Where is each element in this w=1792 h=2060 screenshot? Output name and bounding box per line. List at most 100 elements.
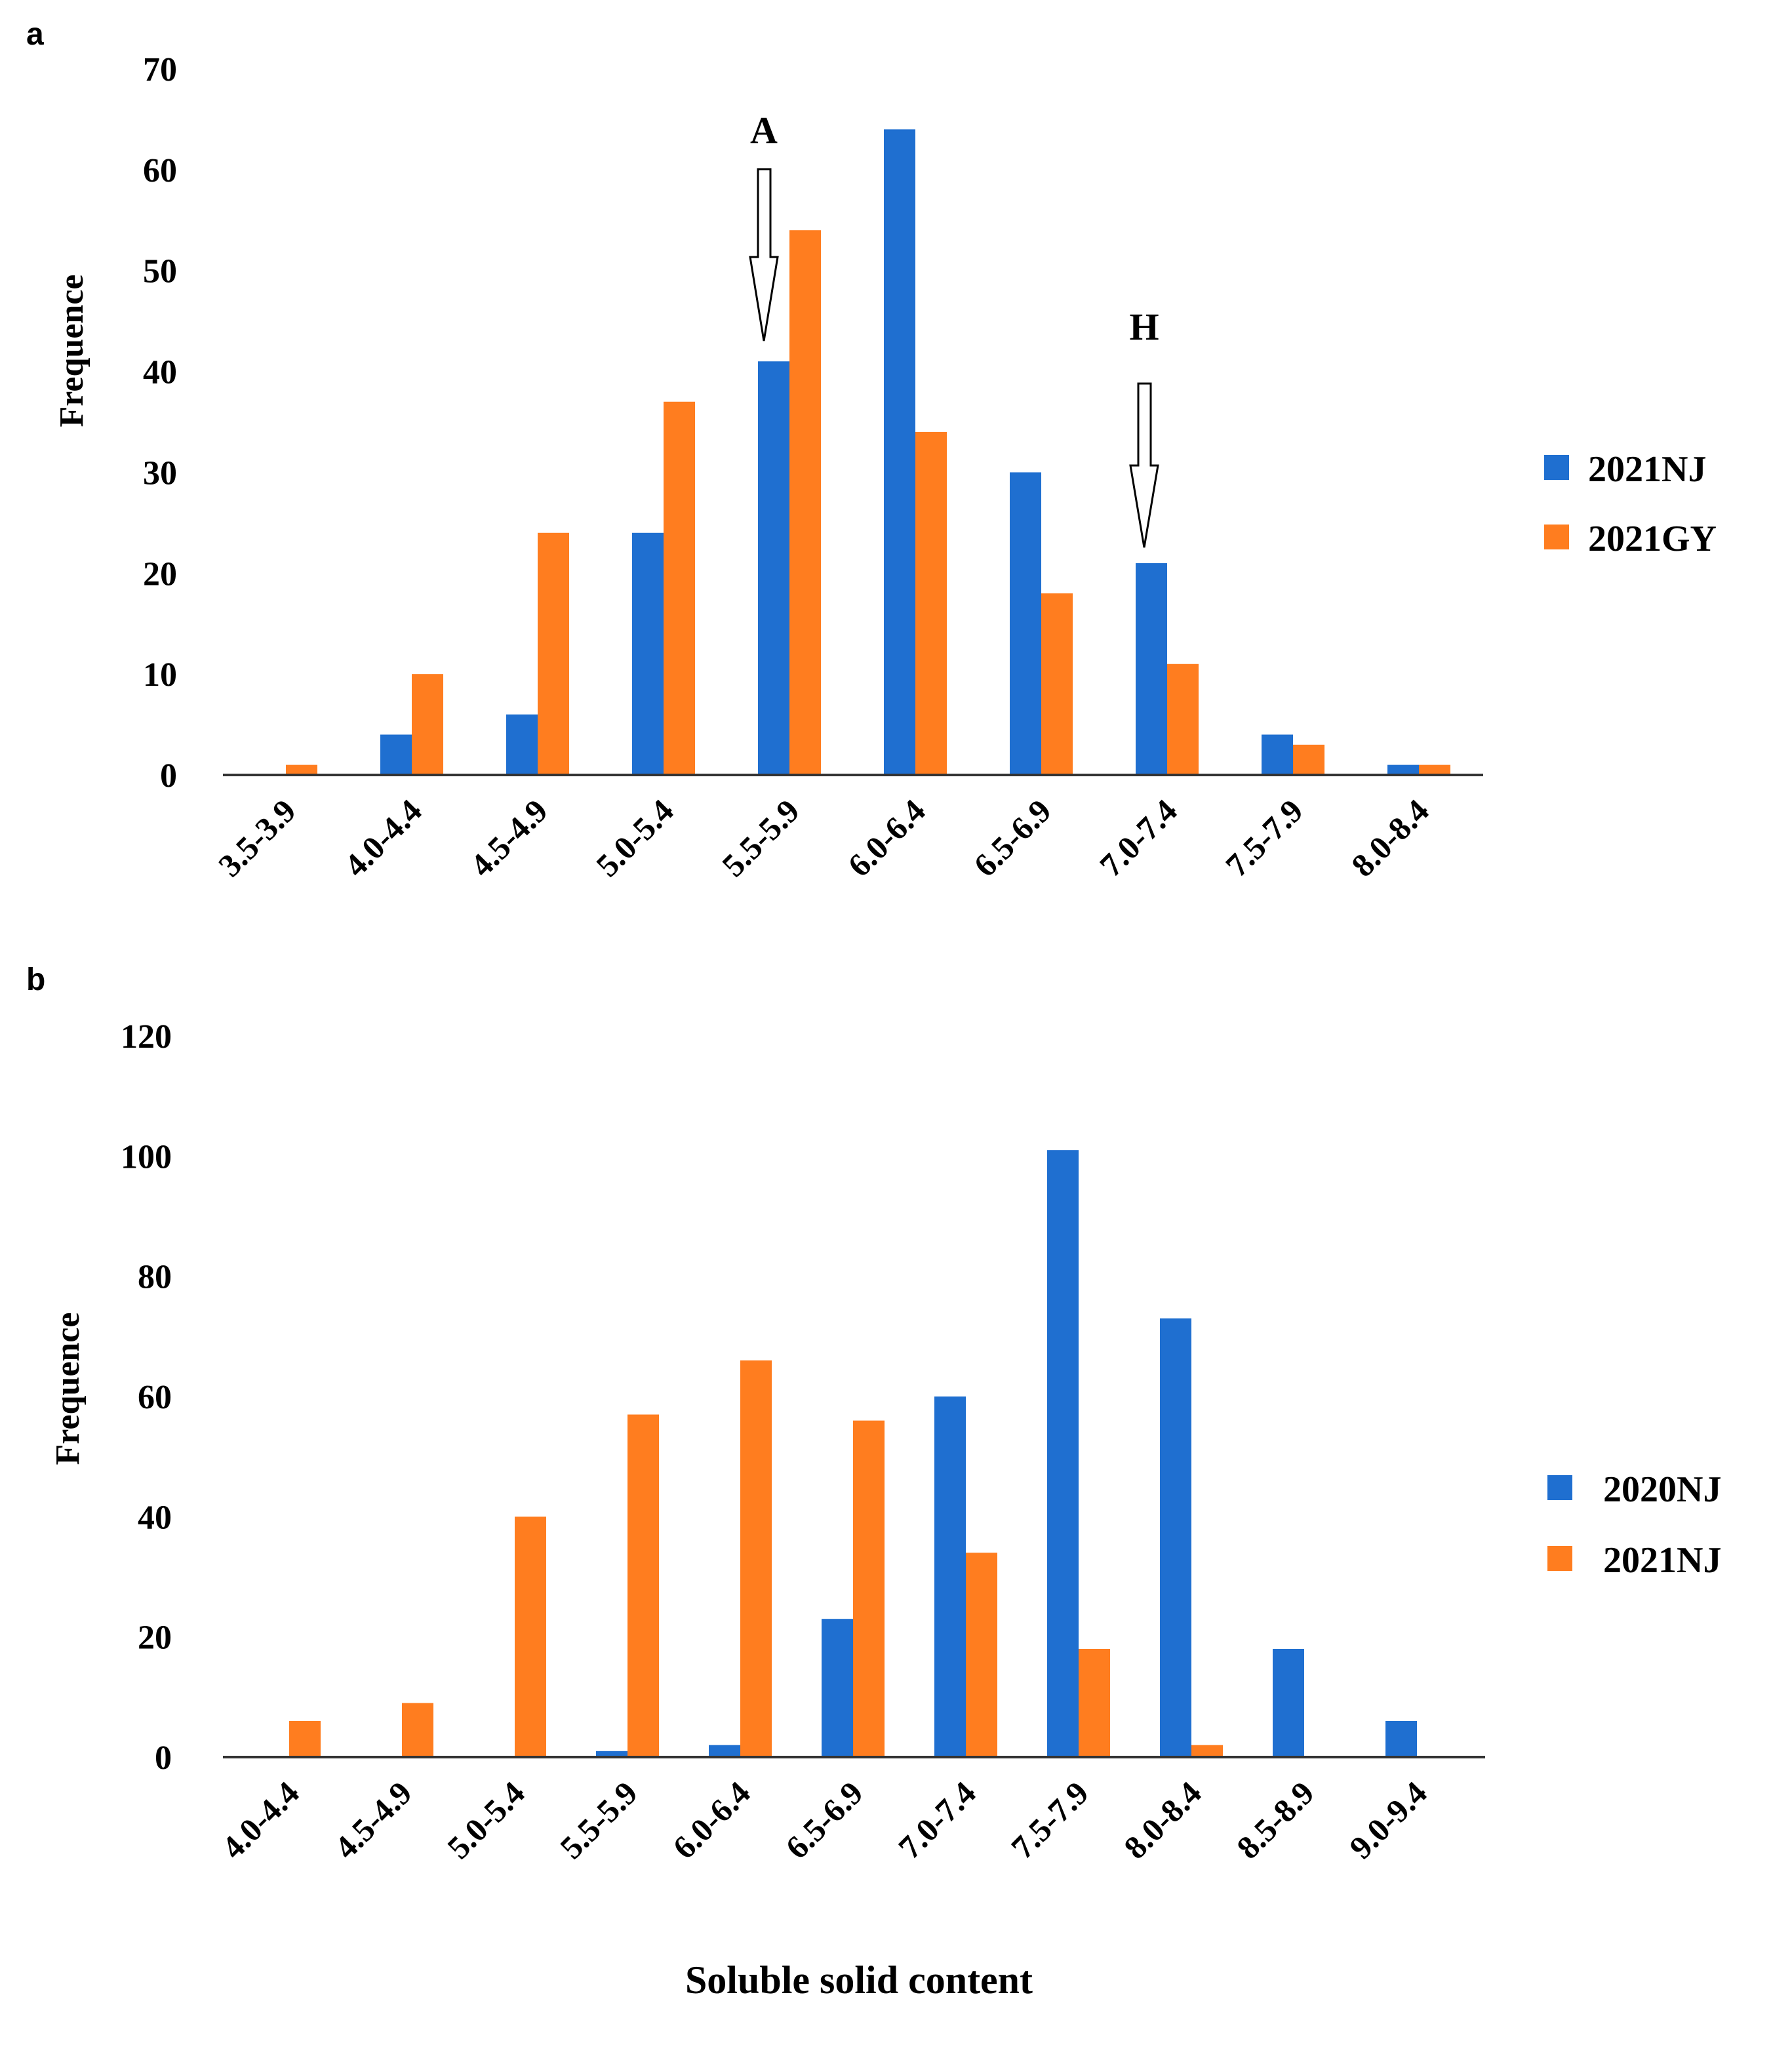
panel-b-xtick-4: 6.0-6.4: [666, 1774, 757, 1866]
panel-a-legend: 2021NJ 2021GY: [1544, 449, 1717, 559]
annotation-h-arrow-icon: [1129, 382, 1159, 548]
bar-b-2020nj-8: [1160, 1318, 1191, 1757]
panel-b-xtick-2: 5.0-5.4: [440, 1774, 532, 1866]
bar-a-2021nj-4: [758, 361, 789, 775]
bar-b-2020nj-6: [934, 1396, 966, 1757]
x-axis-title: Soluble solid content: [685, 1958, 1033, 2002]
panel-a-yticks: 0 10 20 30 40 50 60 70: [143, 51, 177, 795]
annotation-a-label: A: [750, 109, 778, 151]
panel-b-legend: 2020NJ 2021NJ: [1547, 1469, 1721, 1581]
panel-b-chart: b Frequence 0 20 40 60 80 100 120 4.0-4.4 4.5-4…: [26, 962, 1721, 2002]
panel-a-xtick-1: 4.0-4.4: [337, 792, 429, 884]
panel-a-xtick-2: 4.5-4.9: [463, 792, 555, 884]
bar-a-2021gy-5: [915, 431, 947, 775]
bar-b-2021nj-5: [853, 1420, 885, 1757]
bar-a-2021nj-8: [1262, 734, 1293, 775]
annotation-h-label: H: [1129, 306, 1159, 348]
legend-label-2020nj: 2020NJ: [1603, 1469, 1721, 1510]
panel-a-ytick-2: 20: [143, 555, 177, 593]
panel-a-ytick-4: 40: [143, 354, 177, 391]
panel-b-ytick-5: 100: [121, 1138, 172, 1176]
panel-a-xtick-5: 6.0-6.4: [841, 792, 932, 884]
panel-a-ytick-5: 50: [143, 253, 177, 290]
panel-a-ytick-7: 70: [143, 51, 177, 89]
bar-b-2021nj-0: [289, 1721, 321, 1757]
bar-a-2021gy-4: [789, 230, 821, 776]
bar-a-2021gy-9: [1419, 764, 1450, 775]
bar-a-2021nj-3: [632, 532, 664, 775]
bar-b-2021nj-7: [1079, 1649, 1110, 1757]
bar-a-2021gy-6: [1041, 593, 1073, 775]
bar-b-2021nj-8: [1191, 1745, 1223, 1757]
panel-b-xtick-3: 5.5-5.9: [553, 1774, 645, 1866]
panel-a-xtick-9: 8.0-8.4: [1344, 792, 1436, 884]
bar-b-2021nj-6: [966, 1553, 997, 1757]
panel-a-xtick-3: 5.0-5.4: [589, 792, 681, 884]
panel-a-ylabel: Frequence: [53, 275, 90, 427]
bar-a-2021nj-6: [1010, 472, 1041, 775]
bar-b-2020nj-9: [1273, 1649, 1304, 1757]
bar-a-2021gy-3: [664, 401, 695, 775]
bar-b-2020nj-10: [1385, 1721, 1417, 1757]
panel-a-label: a: [26, 17, 44, 52]
panel-a-bars: [286, 129, 1450, 776]
panel-b-yticks: 0 20 40 60 80 100 120: [121, 1018, 172, 1777]
bar-b-2020nj-7: [1047, 1150, 1079, 1757]
bar-b-2021nj-1: [402, 1703, 433, 1757]
panel-a-xticks: 3.5-3.9 4.0-4.4 4.5-4.9 5.0-5.4 5.5-5.9 6.0-6…: [211, 792, 1436, 884]
legend-label-2021nj-b: 2021NJ: [1603, 1540, 1721, 1581]
panel-b-label: b: [26, 962, 45, 997]
bar-a-2021nj-5: [884, 129, 915, 776]
bar-a-2021gy-0: [286, 764, 317, 775]
panel-b-ytick-3: 60: [138, 1379, 172, 1416]
panel-b-xtick-7: 7.5-7.9: [1004, 1774, 1096, 1866]
legend-label-2021gy: 2021GY: [1588, 519, 1717, 559]
legend-swatch-2021nj: [1544, 455, 1569, 480]
panel-b-xtick-1: 4.5-4.9: [327, 1774, 419, 1866]
panel-b-ylabel: Frequence: [49, 1313, 87, 1465]
panel-b-ytick-4: 80: [138, 1259, 172, 1296]
bar-b-2020nj-4: [709, 1745, 740, 1757]
panel-a-ytick-3: 30: [143, 454, 177, 492]
panel-b-xtick-8: 8.0-8.4: [1117, 1774, 1208, 1866]
bar-a-2021gy-1: [412, 674, 443, 775]
panel-b-ytick-0: 0: [155, 1739, 172, 1777]
panel-a-xtick-6: 6.5-6.9: [966, 792, 1058, 884]
bar-b-2021nj-2: [515, 1516, 546, 1757]
panel-a-xtick-0: 3.5-3.9: [211, 792, 303, 884]
legend-swatch-2021gy: [1544, 525, 1569, 549]
panel-b-ytick-2: 40: [138, 1499, 172, 1536]
bar-a-2021nj-7: [1136, 563, 1167, 775]
legend-swatch-2021nj-b: [1547, 1546, 1572, 1571]
panel-a-chart: a Frequence 0 10 20 30 40 50 60 70 3.5-3.9 4.0-4…: [26, 17, 1717, 884]
panel-b-xtick-6: 7.0-7.4: [891, 1774, 983, 1866]
panel-b-xtick-5: 6.5-6.9: [778, 1774, 870, 1866]
bar-b-2020nj-5: [822, 1619, 853, 1757]
panel-b-ytick-1: 20: [138, 1619, 172, 1657]
bar-b-2020nj-3: [596, 1751, 627, 1757]
bar-b-2021nj-3: [627, 1414, 659, 1757]
panel-a-ytick-0: 0: [160, 757, 177, 795]
annotation-a-arrow-icon: [749, 168, 779, 342]
panel-a-xtick-8: 7.5-7.9: [1218, 792, 1310, 884]
legend-swatch-2020nj: [1547, 1475, 1572, 1500]
panel-a-ytick-1: 10: [143, 656, 177, 694]
bar-a-2021gy-8: [1293, 744, 1324, 775]
panel-a-ytick-6: 60: [143, 152, 177, 189]
panel-a-xtick-4: 5.5-5.9: [715, 792, 806, 884]
bar-a-2021gy-7: [1167, 664, 1199, 775]
bar-a-2021gy-2: [538, 532, 569, 775]
legend-label-2021nj: 2021NJ: [1588, 449, 1706, 490]
panel-b-xtick-0: 4.0-4.4: [214, 1774, 306, 1866]
panel-b-bars: [289, 1150, 1417, 1757]
panel-b-ytick-6: 120: [121, 1018, 172, 1056]
panel-b-xtick-10: 9.0-9.4: [1342, 1774, 1434, 1866]
bar-b-2021nj-4: [740, 1360, 772, 1757]
bar-a-2021nj-2: [506, 714, 538, 775]
panel-b-xtick-9: 8.5-8.9: [1229, 1774, 1321, 1866]
bar-a-2021nj-1: [380, 734, 412, 775]
panel-b-xticks: 4.0-4.4 4.5-4.9 5.0-5.4 5.5-5.9 6.0-6.4 6.5-6…: [214, 1774, 1434, 1866]
panel-a-xtick-7: 7.0-7.4: [1092, 792, 1184, 884]
bar-a-2021nj-9: [1387, 764, 1419, 775]
